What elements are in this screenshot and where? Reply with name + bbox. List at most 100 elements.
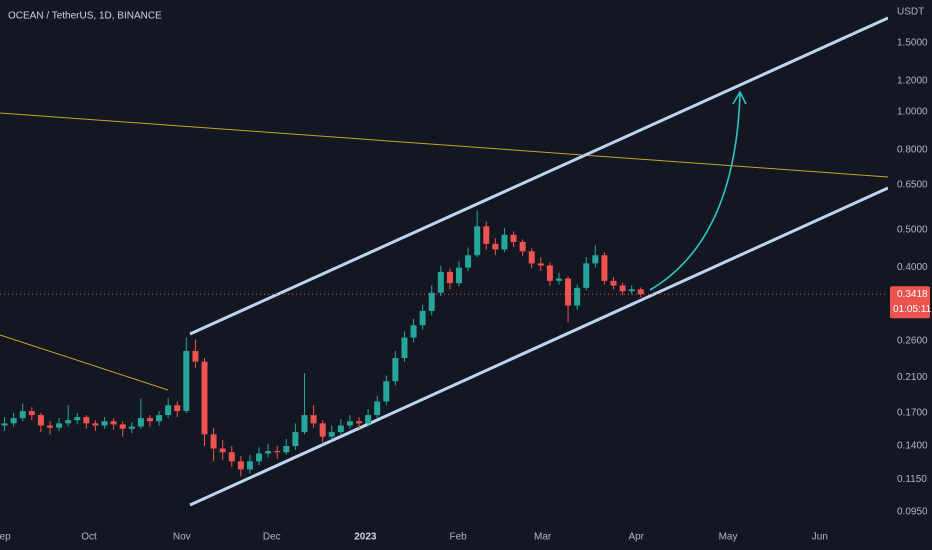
candle-body: [265, 450, 272, 454]
candle-body: [65, 420, 72, 424]
candle-body: [274, 450, 281, 453]
last-price-box: [890, 286, 930, 319]
candle-body: [310, 415, 317, 424]
candle-body: [301, 415, 308, 433]
x-tick-label: Mar: [534, 532, 552, 543]
candle-body: [119, 424, 126, 429]
candle-body: [501, 234, 508, 250]
candle-body: [101, 421, 108, 426]
candle-body: [165, 405, 172, 416]
last-price-label: 0.3418: [897, 289, 928, 300]
candle-body: [219, 448, 226, 453]
y-tick-label: 0.1400: [897, 441, 928, 452]
projection-arrow: [649, 93, 741, 291]
y-tick-label: 0.4000: [897, 262, 928, 273]
candle-body: [619, 285, 626, 292]
candle-body: [74, 417, 81, 421]
candle-body: [428, 292, 435, 311]
plot-area: [0, 16, 888, 507]
channel-upper: [189, 16, 888, 336]
candle-body: [256, 453, 263, 462]
arrow-head: [732, 90, 747, 105]
channel-lower: [189, 186, 888, 507]
candle-body: [83, 417, 90, 424]
candle-body: [537, 263, 544, 266]
candle-body: [201, 361, 208, 435]
candle-body: [601, 255, 608, 281]
y-tick-label: 0.6500: [897, 180, 928, 191]
candle-body: [1, 423, 8, 426]
candle-body: [174, 405, 181, 412]
x-tick-label: Oct: [81, 532, 97, 543]
candle-body: [328, 432, 335, 437]
y-tick-label: 1.0000: [897, 106, 928, 117]
candle-body: [628, 289, 635, 292]
countdown-label: 01:05:11: [893, 304, 932, 315]
x-tick-label: May: [719, 532, 738, 543]
candle-body: [110, 421, 117, 425]
candle-body: [56, 423, 63, 428]
candle-body: [183, 350, 190, 412]
candle-body: [46, 425, 53, 428]
candle-body: [465, 255, 472, 268]
candle-body: [137, 418, 144, 427]
candle-body: [437, 271, 444, 293]
y-tick-label: 0.8000: [897, 144, 928, 155]
candle-body: [410, 325, 417, 338]
candle-body: [246, 461, 253, 470]
y-tick-label: 1.5000: [897, 37, 928, 48]
candle-body: [92, 423, 99, 426]
candle-body: [483, 226, 490, 244]
candle-body: [455, 267, 462, 284]
candle-body: [492, 243, 499, 250]
candle-body: [10, 418, 17, 424]
candle-body: [346, 421, 353, 426]
candle-body: [565, 278, 572, 306]
candle-body: [637, 289, 644, 295]
trend-line: [0, 112, 888, 178]
candle-body: [283, 446, 290, 453]
candle-body: [128, 426, 135, 429]
candle-body: [592, 255, 599, 264]
candle-body: [419, 310, 426, 326]
x-tick-label: 2023: [354, 532, 377, 543]
candle-body: [228, 452, 235, 462]
y-tick-label: 0.2100: [897, 372, 928, 383]
x-tick-label: Dec: [263, 532, 281, 543]
candle-body: [37, 415, 44, 426]
candle-body: [210, 434, 217, 449]
candle-body: [156, 415, 163, 422]
candle-body: [574, 287, 581, 306]
candle-body: [546, 265, 553, 281]
candle-body: [446, 271, 453, 284]
y-axis-label: USDT: [897, 7, 924, 18]
y-tick-label: 0.0950: [897, 507, 928, 518]
candle-body: [519, 241, 526, 252]
x-tick-label: Apr: [628, 532, 644, 543]
candle-body: [365, 415, 372, 424]
chart-title: OCEAN / TetherUS, 1D, BINANCE: [8, 11, 162, 22]
candle-body: [374, 401, 381, 416]
y-tick-label: 0.1700: [897, 408, 928, 419]
y-tick-label: 1.2000: [897, 75, 928, 86]
x-tick-label: Feb: [449, 532, 467, 543]
candle-body: [392, 358, 399, 382]
candle-body: [583, 263, 590, 288]
candle-body: [319, 423, 326, 437]
x-tick-label: Sep: [0, 532, 11, 543]
candle-body: [192, 350, 199, 362]
candle-body: [19, 411, 26, 419]
candle-body: [401, 337, 408, 359]
candle-body: [337, 425, 344, 433]
y-tick-label: 0.1150: [897, 474, 927, 485]
candle-body: [28, 411, 35, 416]
candle-body: [610, 280, 617, 286]
candle-body: [510, 234, 517, 242]
y-tick-label: 0.2600: [897, 335, 928, 346]
candle-body: [292, 432, 299, 447]
x-tick-label: Jun: [812, 532, 828, 543]
candle-body: [555, 278, 562, 281]
candle-body: [356, 421, 363, 424]
candle-body: [528, 251, 535, 264]
